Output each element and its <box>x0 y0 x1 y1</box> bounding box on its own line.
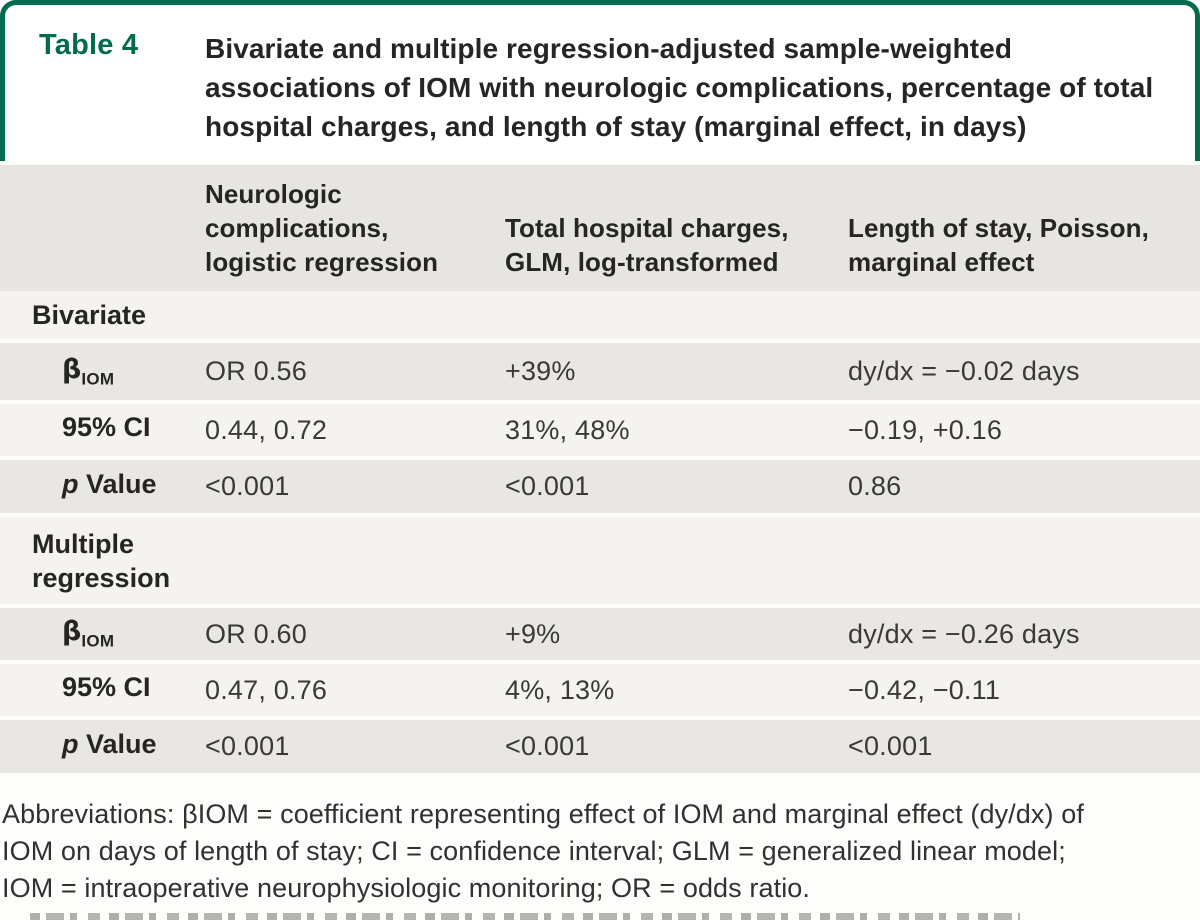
cell-los: dy/dx = −0.02 days <box>848 356 1080 386</box>
row-label-pvalue: p Value <box>62 468 157 499</box>
table-title: Bivariate and multiple regression-adjust… <box>205 33 1154 142</box>
column-header-charges: Total hospital charges, GLM, log-transfo… <box>505 213 789 277</box>
section-row-multiple-regression: Multiple regression <box>0 517 1200 604</box>
footnote-line: IOM = intraoperative neurophysiologic mo… <box>2 873 811 903</box>
cell-los-p: 0.86 <box>848 471 902 501</box>
section-label: Bivariate <box>32 300 147 330</box>
cell-or-p: <0.001 <box>205 731 290 761</box>
table-number-label: Table 4 <box>39 29 139 61</box>
table-row-multiple-beta: βIOM OR 0.60 +9% dy/dx = −0.26 days <box>0 608 1200 660</box>
row-separator <box>0 513 1200 517</box>
cell-charges: +39% <box>505 356 576 386</box>
row-separator <box>0 604 1200 608</box>
row-label-beta-iom: βIOM <box>62 353 115 389</box>
table-row-bivariate-pvalue: p Value <0.001 <0.001 0.86 <box>0 460 1200 513</box>
row-separator <box>0 339 1200 343</box>
table-row-bivariate-beta: βIOM OR 0.56 +39% dy/dx = −0.02 days <box>0 343 1200 400</box>
row-label-pvalue: p Value <box>62 728 157 759</box>
row-separator <box>0 456 1200 460</box>
section-label: Multiple regression <box>32 528 171 593</box>
row-separator <box>0 716 1200 720</box>
table-header-box: Table 4 Bivariate and multiple regressio… <box>0 0 1200 161</box>
row-label-beta-iom: βIOM <box>62 616 115 651</box>
column-header-row: Neurologic complications, logistic regre… <box>0 165 1200 291</box>
row-label-ci: 95% CI <box>62 672 151 703</box>
table-row-multiple-ci: 95% CI 0.47, 0.76 4%, 13% −0.42, −0.11 <box>0 664 1200 716</box>
cell-charges-ci: 31%, 48% <box>505 414 630 445</box>
row-separator <box>0 400 1200 404</box>
table-row-bivariate-ci: 95% CI 0.44, 0.72 31%, 48% −0.19, +0.16 <box>0 404 1200 456</box>
cell-or-ci: 0.47, 0.76 <box>205 674 328 705</box>
cell-los-p: <0.001 <box>848 731 933 761</box>
cell-charges-p: <0.001 <box>505 731 590 761</box>
cell-los-ci: −0.42, −0.11 <box>848 674 1001 705</box>
cell-los: dy/dx = −0.26 days <box>848 618 1080 649</box>
clipped-text-strip <box>30 913 1020 920</box>
cell-charges-ci: 4%, 13% <box>505 674 615 705</box>
cell-or-p: <0.001 <box>205 471 290 501</box>
cell-charges: +9% <box>505 618 561 649</box>
cell-los-ci: −0.19, +0.16 <box>848 414 1003 445</box>
footnote-line: IOM on days of length of stay; CI = conf… <box>2 836 1066 866</box>
table-row-multiple-pvalue: p Value <0.001 <0.001 <0.001 <box>0 720 1200 773</box>
cell-charges-p: <0.001 <box>505 471 590 501</box>
column-header-neurologic: Neurologic complications, logistic regre… <box>205 179 439 277</box>
section-row-bivariate: Bivariate <box>0 291 1200 339</box>
footnote-line: Abbreviations: βIOM = coefficient repres… <box>2 799 1084 829</box>
cell-or: OR 0.60 <box>205 618 307 649</box>
row-label-ci: 95% CI <box>62 412 151 443</box>
column-header-los: Length of stay, Poisson, marginal effect <box>848 213 1149 277</box>
abbreviations-footnote: Abbreviations: βIOM = coefficient repres… <box>0 796 1200 907</box>
row-separator <box>0 660 1200 664</box>
cell-or-ci: 0.44, 0.72 <box>205 414 328 445</box>
cell-or: OR 0.56 <box>205 356 307 386</box>
